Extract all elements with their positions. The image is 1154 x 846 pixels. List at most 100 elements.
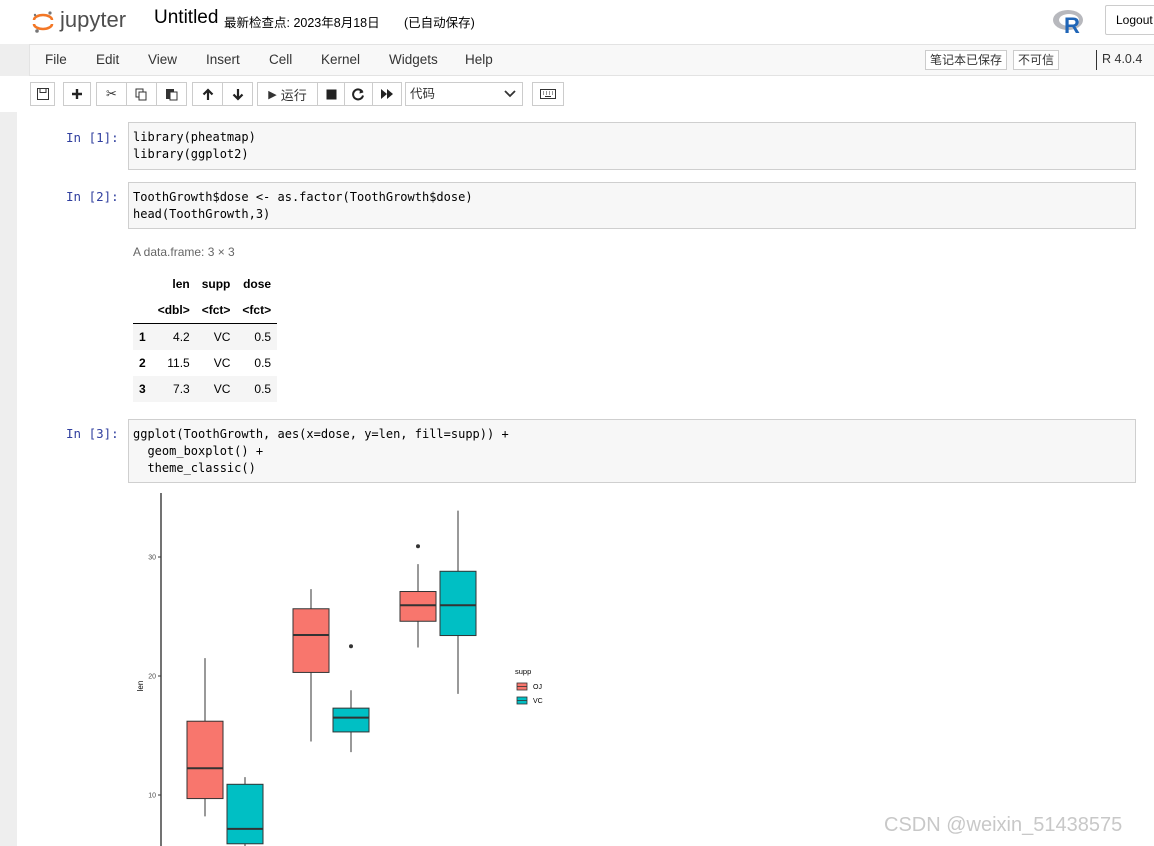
menu-widgets[interactable]: Widgets — [389, 52, 438, 67]
notebook-status-indicator: 笔记本已保存 — [925, 50, 1008, 70]
cell-supp: VC — [213, 382, 231, 396]
watermark: CSDN @weixin_51438575 — [884, 814, 1123, 836]
header: jupyter Untitled 最新检查点: 2023年8月18日 (已自动保… — [0, 0, 1154, 44]
legend-title: supp — [515, 667, 531, 676]
jupyter-wordmark: jupyter — [59, 7, 126, 32]
menu-help[interactable]: Help — [465, 52, 493, 67]
y-tick-label: 20 — [148, 674, 156, 681]
chevron-down-icon — [504, 90, 516, 98]
code-line: library(pheatmap) — [133, 130, 256, 144]
autosave-status: (已自动保存) — [404, 16, 475, 30]
code-line: ToothGrowth$dose <- as.factor(ToothGrowt… — [133, 190, 473, 204]
cell-len: 4.2 — [173, 330, 190, 344]
run-label: 运行 — [280, 87, 307, 103]
trusted-status-button[interactable]: 不可信 — [1013, 50, 1060, 70]
kernel-logo-icon: R — [1052, 8, 1086, 38]
menu-edit[interactable]: Edit — [96, 52, 120, 67]
cell-dose: 0.5 — [254, 382, 272, 396]
box-OJ — [399, 591, 437, 622]
column-header: supp — [201, 277, 231, 291]
y-tick-label: 30 — [148, 555, 156, 562]
cell-supp: VC — [213, 330, 231, 344]
stop-icon — [326, 89, 336, 99]
restart-icon — [352, 87, 364, 100]
save-icon — [36, 88, 49, 100]
cell-1-input[interactable]: library(pheatmap) library(ggplot2) — [128, 122, 1136, 170]
cut-icon: ✂ — [106, 86, 117, 101]
checkpoint-status: 最新检查点: 2023年8月18日 — [224, 16, 380, 30]
logout-button[interactable]: Logout — [1105, 5, 1154, 35]
menu-insert[interactable]: Insert — [206, 52, 240, 67]
box-VC — [332, 707, 370, 733]
row-index: 1 — [139, 330, 146, 344]
column-header: dose — [243, 277, 272, 291]
copy-icon — [135, 88, 147, 100]
cell-dose: 0.5 — [254, 356, 272, 370]
command-palette-button[interactable] — [532, 82, 564, 106]
insert-cell-button[interactable] — [63, 82, 91, 106]
box-OJ — [292, 608, 330, 673]
box-VC — [226, 783, 264, 845]
column-header: len — [172, 277, 190, 291]
menu-cell[interactable]: Cell — [269, 52, 293, 67]
cell-len: 7.3 — [173, 382, 190, 396]
column-type: <fct> — [195, 297, 237, 324]
cell-dose: 0.5 — [254, 330, 272, 344]
table-row: 2 11.5 VC 0.5 — [133, 350, 277, 376]
cell-type-select[interactable]: 代码 — [405, 82, 523, 106]
interrupt-button[interactable] — [317, 82, 345, 106]
cut-button[interactable]: ✂ — [96, 82, 127, 106]
box-OJ — [186, 720, 224, 800]
menu-kernel[interactable]: Kernel — [321, 52, 361, 67]
play-icon: ▶ — [268, 88, 277, 101]
cell-1-prompt: In [1]: — [66, 130, 119, 145]
save-button[interactable] — [30, 82, 55, 106]
column-type: <fct> — [236, 297, 278, 324]
code-line: head(ToothGrowth,3) — [133, 207, 271, 221]
arrow-down-icon — [232, 88, 243, 101]
restart-run-all-button[interactable] — [372, 82, 402, 106]
restart-button[interactable] — [344, 82, 373, 106]
code-line: geom_boxplot() + — [133, 444, 264, 458]
dataframe-table: len supp dose <dbl> <fct> <fct> 1 4.2 VC… — [133, 271, 278, 402]
notebook-title[interactable]: Untitled — [154, 7, 219, 28]
move-down-button[interactable] — [222, 82, 253, 106]
table-row: 3 7.3 VC 0.5 — [133, 376, 278, 402]
column-type: <dbl> — [151, 297, 196, 324]
cell-3-input[interactable]: ggplot(ToothGrowth, aes(x=dose, y=len, f… — [128, 419, 1136, 483]
cell-3-prompt: In [3]: — [66, 426, 119, 441]
keyboard-icon — [540, 89, 556, 99]
arrow-up-icon — [202, 87, 213, 100]
plus-icon — [72, 89, 82, 99]
jupyter-logo[interactable]: jupyter — [30, 6, 140, 38]
legend-label: OJ — [533, 684, 542, 691]
move-up-button[interactable] — [192, 82, 223, 106]
paste-icon — [166, 88, 178, 100]
box-VC — [439, 570, 477, 637]
cell-2-prompt: In [2]: — [66, 189, 119, 204]
y-axis-label: len — [136, 681, 145, 692]
code-line: ggplot(ToothGrowth, aes(x=dose, y=len, f… — [133, 427, 509, 441]
legend-label: VC — [533, 698, 543, 705]
cell-supp: VC — [213, 356, 231, 370]
paste-button[interactable] — [156, 82, 187, 106]
kernel-name: R 4.0.4 — [1102, 52, 1143, 66]
outlier-point — [349, 644, 353, 649]
table-row: 1 4.2 VC 0.5 — [133, 323, 278, 350]
copy-button[interactable] — [126, 82, 157, 106]
code-line: theme_classic() — [133, 461, 256, 475]
kernel-logo-letter: R — [1064, 13, 1080, 36]
fast-forward-icon — [381, 89, 393, 99]
menubar: File Edit View Insert Cell Kernel Widget… — [29, 44, 1154, 76]
code-line: library(ggplot2) — [133, 147, 249, 161]
cell-2-input[interactable]: ToothGrowth$dose <- as.factor(ToothGrowt… — [128, 182, 1136, 229]
menu-view[interactable]: View — [148, 52, 178, 67]
boxplot-chart: 10 20 30 len supp OJ VC — [136, 493, 543, 846]
table-corner — [133, 271, 152, 297]
table-corner — [133, 297, 152, 324]
cell-len: 11.5 — [167, 356, 190, 370]
run-button[interactable]: ▶ 运行 — [257, 82, 318, 106]
menu-file[interactable]: File — [45, 52, 67, 67]
outlier-point — [416, 544, 420, 549]
y-tick-label: 10 — [148, 793, 156, 800]
